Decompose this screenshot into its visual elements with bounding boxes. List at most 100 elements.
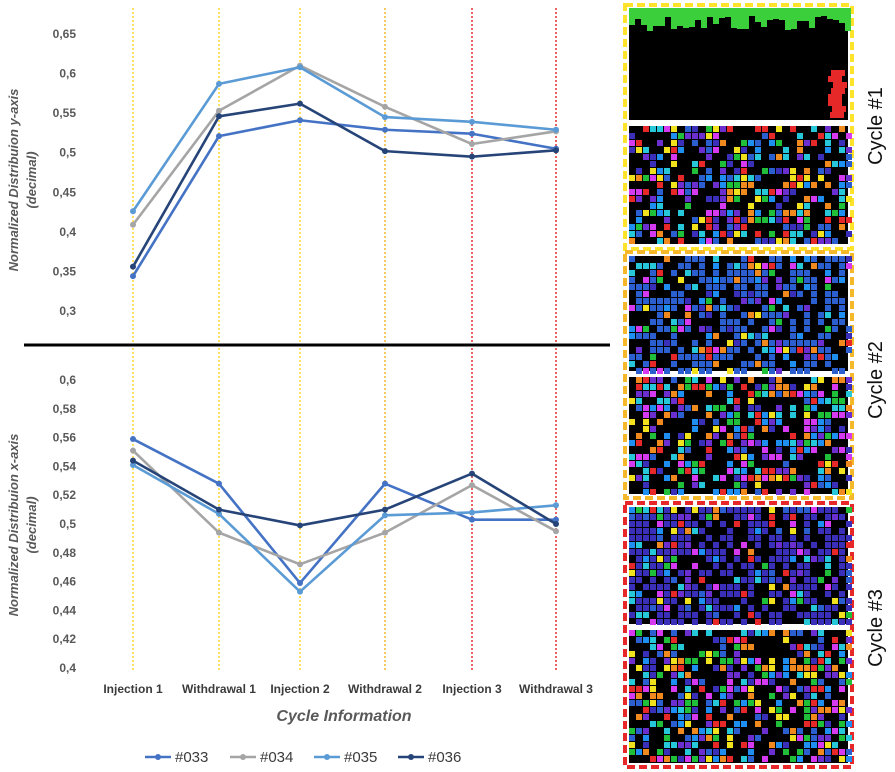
bottom-data-point [553, 502, 559, 509]
legend-label: #036 [428, 749, 461, 766]
top-data-point [297, 117, 303, 124]
bottom-series-line-035 [132, 463, 557, 593]
cycle-2-frame [623, 250, 854, 500]
top-data-point [130, 221, 136, 228]
bottom-data-point [216, 529, 222, 536]
bottom-series-line-033 [132, 437, 556, 585]
bottom-data-point [553, 528, 559, 535]
top-series-line-036 [131, 102, 557, 268]
top-data-point [130, 273, 136, 280]
cycle-image-panels [623, 3, 854, 769]
bottom-y-tick-label: 0,4 [59, 661, 76, 675]
top-data-point [216, 80, 222, 87]
top-data-point [553, 126, 559, 133]
top-data-point [130, 263, 136, 270]
top-data-point [297, 100, 303, 107]
bottom-y-tick-label: 0,46 [53, 575, 77, 589]
bottom-data-point [130, 461, 136, 468]
bottom-y-tick-label: 0,56 [53, 431, 77, 445]
bottom-data-point [382, 512, 388, 519]
top-data-point [382, 103, 388, 110]
bottom-data-point [130, 447, 136, 454]
bottom-data-point [297, 522, 303, 529]
cycle-3-injection-image [629, 507, 852, 625]
bottom-data-point [382, 506, 388, 513]
top-y-tick-label: 0,4 [59, 225, 76, 239]
bottom-y-tick-label: 0,6 [59, 373, 76, 387]
top-y-tick-label: 0,5 [59, 146, 76, 160]
x-tick-label: Injection 1 [103, 682, 163, 696]
cycle-label-1: Cycle #1 [865, 87, 887, 165]
top-data-point [553, 147, 559, 154]
bottom-data-point [469, 482, 475, 489]
x-axis: Injection 1 Withdrawal 1 Injection 2 Withdr… [103, 682, 593, 696]
top-y-tick-label: 0,35 [53, 264, 77, 278]
top-y-tick-label: 0,65 [53, 27, 77, 41]
bottom-data-point [469, 516, 475, 523]
bottom-data-point [469, 509, 475, 516]
cycle-label-2: Cycle #2 [865, 341, 887, 419]
bottom-data-point [216, 510, 222, 517]
legend-marker [408, 754, 414, 760]
bottom-data-point [130, 436, 136, 443]
bottom-series-line-034 [132, 449, 557, 566]
top-data-point [469, 141, 475, 148]
bottom-data-point [216, 506, 222, 513]
bottom-y-axis-title-line1: Normalized Distribuion x-axis [6, 434, 21, 617]
top-y-tick-label: 0,3 [59, 304, 76, 318]
cycle-1-injection-image [629, 8, 851, 120]
top-data-point [130, 208, 136, 215]
top-data-point [382, 114, 388, 121]
legend-marker [155, 754, 161, 760]
legend-marker [240, 754, 246, 760]
top-y-tick-label: 0,6 [59, 67, 76, 81]
top-data-point [382, 126, 388, 133]
bottom-y-tick-label: 0,5 [59, 517, 76, 531]
cycle-2-injection-image [629, 256, 852, 374]
bottom-data-point [382, 480, 388, 487]
cycle-label-3: Cycle #3 [865, 589, 887, 667]
cycle-3-withdrawal-image [629, 630, 852, 763]
top-y-axis: 0,3 0,35 0,4 0,45 0,5 0,55 0,6 0,65 [53, 27, 77, 318]
series-layer [130, 62, 559, 595]
legend-label: #033 [175, 749, 208, 766]
bottom-y-tick-label: 0,42 [53, 632, 77, 646]
legend-marker [324, 754, 330, 760]
vertical-gridlines [132, 8, 557, 672]
bottom-series-line-036 [132, 459, 557, 527]
cycle-3-frame [623, 501, 854, 769]
x-tick-label: Withdrawal 3 [519, 682, 593, 696]
bottom-y-tick-label: 0,54 [53, 459, 77, 473]
top-data-point [216, 113, 222, 120]
legend-label: #035 [344, 749, 377, 766]
bottom-data-point [297, 561, 303, 568]
cycle-1-frame [623, 3, 854, 251]
x-axis-title: Cycle Information [276, 708, 411, 725]
x-tick-label: Injection 2 [270, 682, 330, 696]
top-y-axis-title-line1: Normalized Distribuion y-axis [6, 89, 21, 272]
x-tick-label: Withdrawal 2 [348, 682, 422, 696]
cycle-2-withdrawal-image [629, 377, 852, 495]
top-series-line-034 [131, 64, 557, 226]
bottom-data-point [382, 529, 388, 536]
top-data-point [216, 107, 222, 114]
top-data-point [469, 118, 475, 125]
cycle-1-withdrawal-image [629, 126, 852, 244]
cycle-labels: Cycle #1 Cycle #2 Cycle #3 [865, 87, 887, 667]
top-data-point [382, 148, 388, 155]
bottom-y-axis: 0,4 0,42 0,44 0,46 0,48 0,5 0,52 0,54 0,56 0,58 0,… [53, 373, 77, 675]
bottom-data-point [469, 470, 475, 477]
top-series-line-033 [131, 118, 557, 277]
x-tick-label: Injection 3 [442, 682, 502, 696]
top-y-tick-label: 0,45 [53, 185, 77, 199]
top-data-point [469, 153, 475, 160]
top-y-tick-label: 0,55 [53, 106, 77, 120]
bottom-y-tick-label: 0,48 [53, 546, 77, 560]
bottom-y-axis-title-line2: (decimal) [24, 496, 39, 553]
bottom-data-point [553, 516, 559, 523]
bottom-data-point [297, 580, 303, 587]
top-y-axis-title-line2: (decimal) [24, 151, 39, 208]
bottom-y-tick-label: 0,44 [53, 603, 77, 617]
bottom-data-point [130, 457, 136, 464]
